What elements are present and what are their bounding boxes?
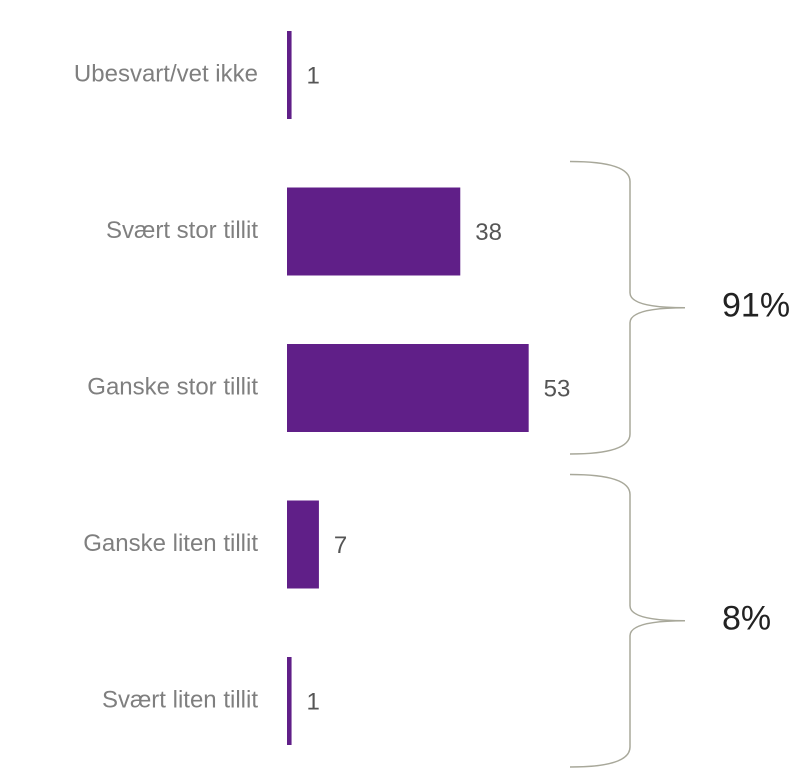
- annotation: 91%: [722, 287, 790, 325]
- value-label: 7: [334, 532, 347, 559]
- bar: [287, 31, 292, 119]
- bracket: [569, 473, 686, 768]
- category-label: Svært stor tillit: [106, 217, 258, 244]
- bracket: [569, 160, 686, 455]
- value-label: 1: [307, 688, 320, 715]
- value-label: 1: [307, 62, 320, 89]
- bar: [287, 500, 319, 589]
- value-label: 38: [475, 219, 502, 246]
- category-label: Ganske stor tillit: [87, 373, 258, 400]
- category-label: Svært liten tillit: [102, 686, 258, 713]
- annotation: 8%: [722, 600, 771, 638]
- bar: [287, 344, 529, 432]
- category-label: Ubesvart/vet ikke: [74, 60, 258, 87]
- bar: [287, 657, 292, 745]
- value-label: 53: [544, 375, 571, 402]
- category-label: Ganske liten tillit: [83, 530, 258, 557]
- bar: [287, 187, 461, 276]
